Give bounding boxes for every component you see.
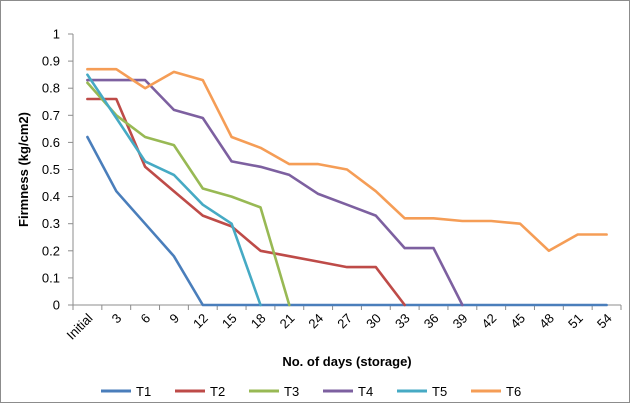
x-tick-label: 48 [536, 311, 557, 332]
y-tick-label: 0.7 [42, 108, 60, 123]
series-line-t1 [86, 135, 608, 307]
y-tick-label: 0.6 [42, 135, 60, 150]
series-line-t6 [86, 67, 608, 253]
series-line-t5 [86, 73, 262, 307]
y-tick-label: 0 [53, 298, 60, 313]
x-tick-label: 27 [334, 311, 355, 332]
y-tick-label: 0.8 [42, 81, 60, 96]
x-tick-label: 42 [478, 311, 499, 332]
x-tick-label: 3 [109, 311, 125, 327]
series-line-t3 [86, 81, 291, 307]
y-tick-label: 1 [53, 27, 60, 42]
legend-label-t2: T2 [210, 384, 225, 399]
y-axis-title: Firmness (kg/cm2) [16, 112, 31, 227]
x-tick-label: 30 [363, 311, 384, 332]
legend-label-t1: T1 [136, 384, 151, 399]
legend-label-t6: T6 [506, 384, 521, 399]
x-tick-label: 6 [138, 311, 154, 327]
x-tick-label: 45 [507, 311, 528, 332]
x-tick-label: 12 [190, 311, 211, 332]
x-tick-label: 36 [421, 311, 442, 332]
y-tick-label: 0.3 [42, 216, 60, 231]
y-tick-label: 0.2 [42, 243, 60, 258]
x-axis-title: No. of days (storage) [282, 354, 411, 369]
series-line-t4 [86, 78, 464, 307]
legend-label-t3: T3 [284, 384, 299, 399]
x-tick-label: 51 [565, 311, 586, 332]
x-tick-label: 15 [219, 311, 240, 332]
x-tick-label: 33 [392, 311, 413, 332]
legend-label-t4: T4 [358, 384, 373, 399]
x-tick-label: 18 [248, 311, 269, 332]
legend: T1 T2 T3 T4 T5 T6 [101, 384, 521, 399]
x-tick-label: 24 [305, 311, 326, 332]
series-lines [86, 67, 608, 307]
y-tick-label: 0.1 [42, 270, 60, 285]
x-tick-label: 54 [594, 311, 615, 332]
x-tick-label: Initial [63, 310, 95, 342]
x-tick-label: 39 [450, 311, 471, 332]
y-tick-label: 0.5 [42, 162, 60, 177]
x-tick-label: 21 [277, 311, 298, 332]
x-tick-label: 9 [166, 311, 182, 327]
y-tick-label: 0.4 [42, 189, 60, 204]
y-tick-label: 0.9 [42, 54, 60, 69]
legend-label-t5: T5 [432, 384, 447, 399]
